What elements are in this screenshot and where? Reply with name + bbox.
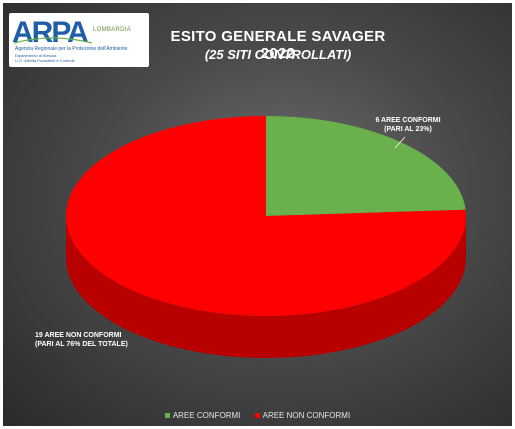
- data-label-conformi-2: (PARI AL 23%): [384, 126, 432, 133]
- legend-label-non-conformi: AREE NON CONFORMI: [262, 411, 351, 420]
- pie-chart: 6 AREE CONFORMI (PARI AL 23%) 19 AREE NON …: [35, 116, 467, 358]
- data-label-non-conformi-2: (PARI AL 76% DEL TOTALE): [35, 341, 128, 348]
- pie-slice-non-conformi: [65, 116, 467, 316]
- data-label-non-conformi-1: 19 AREE NON CONFORMI: [35, 332, 122, 339]
- logo-dept-1: Dipartimento di Brescia: [15, 53, 57, 58]
- legend-swatch-non-conformi: [254, 413, 260, 419]
- legend-label-conformi: AREE CONFORMI: [172, 411, 241, 420]
- chart-subtitle: (25 SITI CONTROLLATI): [204, 47, 352, 62]
- data-label-conformi-1: 6 AREE CONFORMI: [375, 117, 440, 124]
- chart-area: ARPA LOMBARDIA Agenzia Regionale per la …: [3, 3, 512, 426]
- legend-item-conformi: AREE CONFORMI: [164, 411, 241, 420]
- chart-title: ESITO GENERALE SAVAGER 2022: [170, 28, 386, 62]
- leader-line-conformi: [394, 136, 406, 149]
- logo-region: LOMBARDIA: [93, 27, 132, 33]
- arpa-logo: ARPA LOMBARDIA Agenzia Regionale per la …: [9, 13, 149, 67]
- logo-agency: Agenzia Regionale per la Protezione dell…: [15, 46, 128, 52]
- pie-side-non-conformi: [66, 216, 466, 358]
- legend-swatch-conformi: [164, 413, 170, 419]
- pie-slice-conformi: [266, 116, 466, 216]
- logo-mark-text: ARPA: [12, 16, 88, 47]
- legend-item-non-conformi: AREE NON CONFORMI: [254, 411, 351, 420]
- chart-legend: AREE CONFORMI AREE NON CONFORMI: [3, 411, 512, 420]
- logo-dept-2: U.O. Attività Produttive e Controlli: [15, 58, 75, 63]
- arpa-logo-mark: ARPA: [12, 16, 93, 47]
